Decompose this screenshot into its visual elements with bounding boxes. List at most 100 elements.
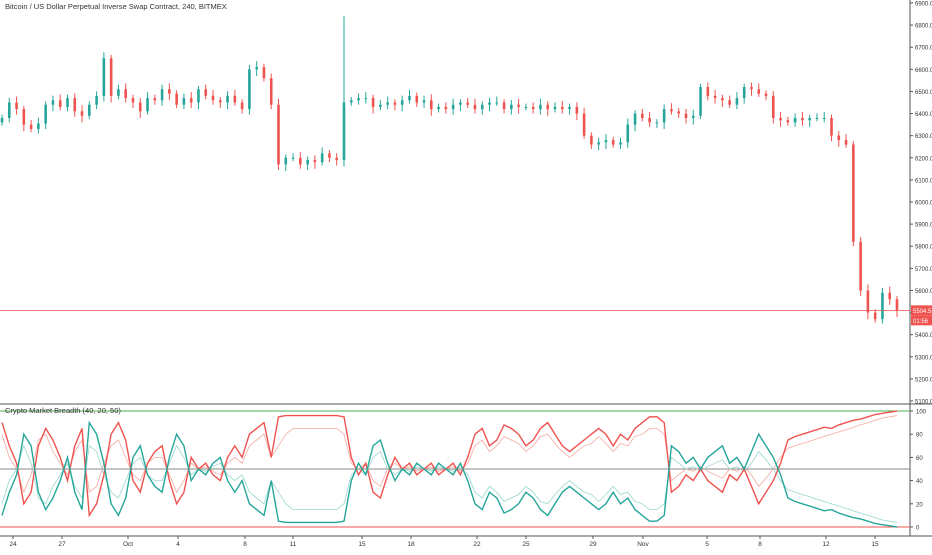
- candle-body: [88, 104, 91, 116]
- candle-body: [146, 98, 149, 112]
- faded-series-line: [1, 415, 898, 494]
- candle-body: [400, 100, 404, 105]
- candle-body: [837, 135, 841, 141]
- candle-body: [757, 89, 761, 94]
- candle-body: [291, 157, 295, 159]
- candle-body: [233, 95, 237, 103]
- price-tick-label: 5600.0: [915, 289, 932, 295]
- ind-tick-label: 60: [916, 456, 923, 462]
- indicator-title: Crypto Market Breadth (40, 20, 50): [5, 406, 121, 415]
- x-tick-label: 11: [290, 541, 297, 548]
- candle-body: [437, 106, 440, 110]
- candle-body: [553, 106, 557, 110]
- candle-body: [226, 95, 229, 103]
- candle-body: [844, 140, 848, 145]
- x-tick-label: Nov: [637, 541, 649, 548]
- candle-body: [37, 123, 40, 130]
- candle-body: [699, 87, 702, 116]
- candle-body: [830, 117, 833, 136]
- candle-body: [779, 117, 782, 121]
- candle-body: [772, 95, 775, 118]
- candle-body: [590, 135, 593, 145]
- candle-body: [713, 95, 717, 99]
- candle-body: [299, 157, 302, 165]
- indicator-pane: 100 80 60 40 20 0: [0, 410, 927, 532]
- ind-tick-label: 80: [916, 433, 923, 439]
- candle-body: [895, 299, 899, 311]
- candle-body: [793, 117, 797, 123]
- candle-body: [706, 87, 710, 96]
- candle-body: [684, 113, 688, 118]
- candle-body: [117, 89, 120, 96]
- candle-body: [364, 98, 368, 100]
- candle-body: [371, 98, 375, 107]
- x-tick-label: 12: [822, 541, 830, 548]
- candle-body: [197, 89, 200, 103]
- candle-body: [633, 113, 637, 125]
- candle-body: [124, 89, 127, 99]
- candle-body: [451, 104, 455, 110]
- candle-body: [473, 104, 477, 110]
- candle-body: [517, 104, 520, 107]
- price-tick-label: 6200.0: [915, 156, 932, 162]
- candle-body: [619, 142, 622, 145]
- candle-body: [80, 111, 84, 116]
- last-price-label: 5504.5: [913, 309, 932, 315]
- x-tick-label: 22: [473, 541, 481, 548]
- candle-body: [255, 67, 258, 70]
- countdown-box: [911, 315, 932, 326]
- candle-body: [531, 106, 535, 110]
- candle-body: [408, 95, 411, 101]
- price-tick-label: 5100.0: [915, 400, 932, 406]
- faded-series-line: [1, 444, 898, 523]
- candle-body: [342, 102, 346, 160]
- countdown-label: 01:56: [913, 319, 929, 325]
- x-tick-label: 25: [522, 541, 530, 548]
- candle-body: [335, 157, 339, 160]
- price-tick-label: 6800.0: [915, 24, 932, 30]
- candle-body: [852, 144, 855, 242]
- candle-body: [328, 153, 331, 158]
- candle-body: [568, 106, 571, 110]
- candle-body: [808, 117, 811, 121]
- price-tick-label: 5800.0: [915, 245, 932, 251]
- candle-body: [822, 117, 826, 119]
- candle-body: [881, 292, 884, 320]
- candle-body: [575, 106, 579, 114]
- candle-body: [735, 98, 739, 105]
- price-tick-label: 6300.0: [915, 134, 932, 140]
- candle-body: [648, 117, 651, 123]
- price-tick-label: 5700.0: [915, 267, 932, 273]
- candle-body: [728, 100, 731, 105]
- x-tick-label: 4: [176, 541, 180, 548]
- price-tick-label: 5200.0: [915, 377, 932, 383]
- candle-body: [168, 89, 171, 94]
- price-tick-label: 6900.0: [915, 2, 932, 8]
- candle-body: [182, 98, 186, 105]
- ind-tick-label: 0: [916, 526, 920, 532]
- candle-body: [597, 142, 600, 145]
- candle-body: [546, 104, 550, 110]
- candle-body: [641, 113, 644, 118]
- price-tick-label: 6600.0: [915, 68, 932, 74]
- chart-title: Bitcoin / US Dollar Perpetual Inverse Sw…: [5, 2, 227, 11]
- price-pane: 6900.0 6800.0 6700.0 6600.0 6500.0 6400.0 6300…: [0, 0, 932, 537]
- candle-body: [459, 102, 462, 105]
- candle-body: [873, 312, 877, 320]
- candle-body: [204, 89, 208, 96]
- candle-body: [786, 120, 790, 123]
- candle-body: [0, 117, 4, 123]
- candle-body: [801, 117, 804, 121]
- series-line: [1, 410, 898, 518]
- candle-body: [502, 102, 506, 110]
- candle-body: [379, 104, 382, 107]
- last-price-box: [911, 305, 932, 316]
- candle-body: [626, 124, 630, 143]
- candle-body: [189, 98, 193, 103]
- candle-body: [691, 115, 695, 118]
- price-tick-label: 5900.0: [915, 223, 932, 229]
- x-tick-label: 29: [589, 541, 597, 548]
- candle-body: [248, 69, 251, 110]
